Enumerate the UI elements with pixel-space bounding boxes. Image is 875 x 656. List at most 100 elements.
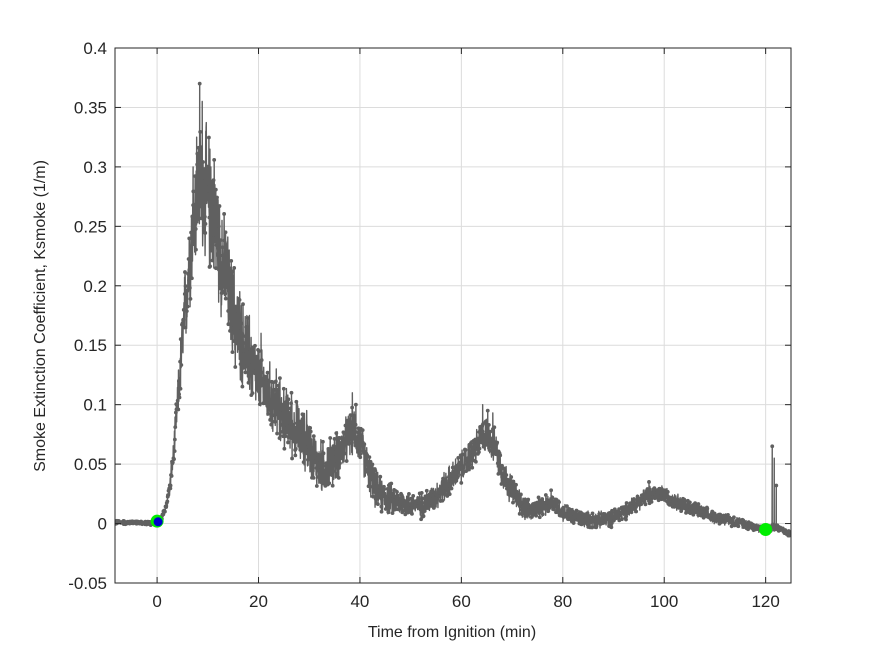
data-point [299, 446, 303, 450]
data-point [250, 391, 255, 395]
data-point [223, 291, 228, 296]
data-point [204, 182, 209, 186]
data-point [202, 214, 207, 219]
data-point [252, 371, 257, 376]
data-point [288, 406, 293, 411]
data-point [236, 332, 241, 337]
data-point [545, 498, 550, 503]
data-point [193, 227, 198, 231]
y-tick-labels: -0.05 0 0.05 0.1 0.15 0.2 0.25 0.3 0.35 0.4 [68, 39, 107, 593]
data-point [278, 376, 282, 381]
data-point [459, 481, 464, 485]
data-point [201, 160, 205, 164]
data-point [214, 266, 218, 271]
data-point [197, 200, 202, 205]
highlight-markers [150, 514, 773, 536]
data-point [297, 422, 302, 427]
data-point [286, 435, 291, 440]
data-point [307, 447, 311, 452]
data-point [416, 496, 421, 501]
data-point [182, 325, 187, 330]
data-point [227, 266, 232, 271]
data-point [212, 158, 217, 162]
data-point [172, 449, 177, 453]
data-point [178, 359, 183, 364]
data-point [429, 489, 433, 494]
data-point [218, 238, 223, 243]
data-point [304, 430, 309, 435]
data-point [294, 399, 299, 404]
data-point [210, 258, 215, 263]
data-point [345, 418, 350, 423]
data-point [309, 466, 314, 471]
data-point [362, 442, 367, 447]
data-point [227, 280, 232, 284]
data-point [211, 236, 216, 241]
data-point [577, 515, 582, 520]
data-point [290, 456, 294, 461]
data-point [590, 511, 595, 516]
data-point [180, 321, 185, 325]
data-point [564, 512, 569, 517]
data-point [277, 416, 281, 421]
data-point [246, 380, 251, 385]
data-point [169, 474, 174, 478]
data-point [643, 502, 648, 507]
data-point [199, 190, 204, 195]
data-point [534, 513, 539, 518]
data-point [363, 462, 368, 467]
data-point [293, 447, 298, 451]
data-point [567, 507, 572, 512]
data-point [511, 500, 515, 505]
data-point [168, 483, 173, 488]
data-point [184, 293, 189, 298]
data-point [181, 307, 186, 312]
data-point [220, 245, 225, 250]
data-point [192, 236, 197, 241]
data-point [199, 216, 204, 221]
data-point [197, 81, 202, 86]
data-point [243, 370, 248, 375]
data-point [241, 348, 246, 353]
data-point [667, 502, 672, 507]
data-point [175, 403, 179, 408]
data-point [621, 505, 626, 510]
data-point [328, 459, 333, 464]
data-point [190, 215, 195, 219]
data-point [386, 510, 391, 514]
data-point [279, 407, 284, 412]
data-point [321, 451, 326, 456]
data-point [378, 474, 383, 479]
data-point [348, 437, 353, 442]
data-point [287, 418, 292, 423]
data-point [347, 430, 352, 435]
data-point [467, 462, 472, 467]
data-point [195, 162, 200, 167]
y-tick-label: 0.25 [74, 217, 107, 236]
data-point [422, 509, 427, 513]
data-point [462, 452, 467, 456]
data-point [161, 512, 165, 517]
data-point [389, 481, 394, 486]
data-point [549, 488, 554, 493]
data-point [449, 486, 454, 491]
data-point [298, 433, 302, 437]
plot-frame [114, 47, 792, 584]
data-point [177, 379, 181, 384]
data-point [622, 511, 627, 516]
data-point [486, 422, 491, 427]
data-point [226, 309, 231, 313]
data-point [223, 296, 228, 301]
data-point [514, 489, 519, 494]
data-point [693, 501, 698, 506]
data-point [164, 504, 169, 508]
data-point [392, 488, 397, 492]
x-tick-label: 0 [152, 592, 161, 611]
data-point [273, 393, 278, 398]
data-point [439, 492, 444, 496]
data-point [209, 227, 214, 232]
data-point [406, 497, 411, 502]
data-point [194, 196, 199, 201]
data-point [608, 519, 613, 524]
data-point [447, 492, 452, 497]
